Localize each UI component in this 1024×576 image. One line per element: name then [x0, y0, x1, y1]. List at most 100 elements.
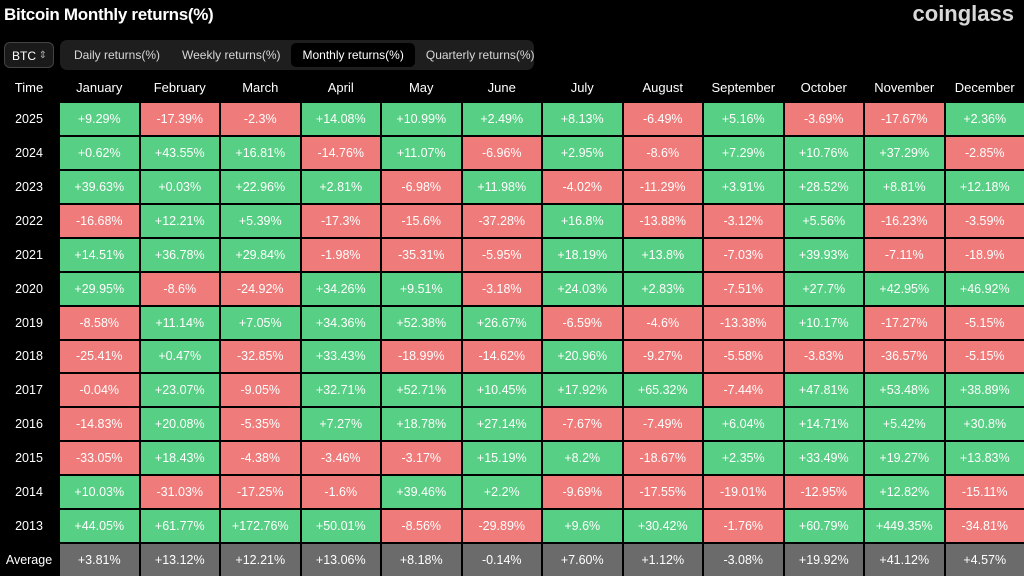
return-cell: +27.7%	[784, 272, 863, 305]
return-cell: +20.96%	[543, 340, 622, 373]
return-cell: -3.69%	[784, 103, 863, 135]
return-cell: -8.6%	[623, 136, 702, 169]
asset-selector[interactable]: BTC	[4, 42, 54, 69]
page-title: Bitcoin Monthly returns(%)	[4, 5, 214, 24]
return-cell: +52.38%	[382, 306, 461, 339]
return-cell: -25.41%	[60, 340, 139, 373]
return-cell: +9.6%	[543, 510, 622, 543]
return-cell: +5.16%	[704, 103, 783, 135]
return-cell: +50.01%	[301, 510, 380, 543]
return-cell: +2.95%	[543, 136, 622, 169]
return-cell: +33.49%	[784, 442, 863, 475]
return-cell: +0.47%	[140, 340, 219, 373]
return-cell: +37.29%	[865, 136, 944, 169]
return-cell: +15.19%	[462, 442, 541, 475]
return-cell: -15.11%	[945, 476, 1024, 509]
return-cell: +7.05%	[221, 306, 300, 339]
average-cell: -0.14%	[462, 544, 541, 576]
return-cell: +34.36%	[301, 306, 380, 339]
return-cell: -4.38%	[221, 442, 300, 475]
tab[interactable]: Quarterly returns(%)	[425, 48, 535, 62]
row-year: 2023	[15, 179, 43, 194]
return-cell: -5.15%	[945, 340, 1024, 373]
return-cell: +7.27%	[301, 408, 380, 441]
return-cell: +2.83%	[623, 272, 702, 305]
return-cell: +30.8%	[945, 408, 1024, 441]
return-cell: +5.42%	[865, 408, 944, 441]
column-header: April	[327, 79, 354, 95]
return-cell: +26.67%	[462, 306, 541, 339]
return-cell: +13.8%	[623, 238, 702, 271]
return-cell: +39.93%	[784, 238, 863, 271]
return-cell: -9.27%	[623, 340, 702, 373]
tab[interactable]: Daily returns(%)	[74, 48, 161, 62]
row-year: 2017	[15, 383, 43, 398]
column-header: November	[874, 79, 935, 95]
return-cell: -29.89%	[462, 510, 541, 543]
return-cell: +11.14%	[140, 306, 219, 339]
return-cell: +38.89%	[945, 374, 1024, 407]
return-cell: -15.6%	[382, 204, 461, 237]
return-cell: +47.81%	[784, 374, 863, 407]
return-cell: +39.46%	[382, 476, 461, 509]
tab-active[interactable]: Monthly returns(%)	[291, 43, 415, 67]
return-cell: -5.35%	[221, 408, 300, 441]
column-header: August	[642, 79, 683, 95]
return-cell: -18.9%	[945, 238, 1024, 271]
return-cell: +32.71%	[301, 374, 380, 407]
return-cell: -2.85%	[945, 136, 1024, 169]
return-cell: +449.35%	[865, 510, 944, 543]
return-cell: -18.99%	[382, 340, 461, 373]
return-cell: -5.15%	[945, 306, 1024, 339]
return-cell: -7.03%	[704, 238, 783, 271]
return-cell: -17.55%	[623, 476, 702, 509]
return-cell: -17.3%	[301, 204, 380, 237]
return-cell: -6.96%	[462, 136, 541, 169]
return-cell: -7.67%	[543, 408, 622, 441]
return-cell: +8.81%	[865, 170, 944, 203]
return-cell: +8.2%	[543, 442, 622, 475]
return-cell: +52.71%	[382, 374, 461, 407]
row-year: 2019	[15, 315, 43, 330]
return-cell: +17.92%	[543, 374, 622, 407]
average-label: Average	[5, 553, 53, 568]
return-cell: -34.81%	[945, 510, 1024, 543]
return-cell: -8.58%	[60, 306, 139, 339]
return-cell: +53.48%	[865, 374, 944, 407]
tab[interactable]: Weekly returns(%)	[182, 48, 281, 62]
return-cell: +16.81%	[221, 136, 300, 169]
return-cell: -3.59%	[945, 204, 1024, 237]
return-cell: -17.25%	[221, 476, 300, 509]
column-header: March	[242, 79, 279, 95]
average-cell: +7.60%	[543, 544, 622, 576]
column-header: February	[153, 79, 206, 95]
return-cell: -1.98%	[301, 238, 380, 271]
return-cell: +9.51%	[382, 272, 461, 305]
return-cell: -37.28%	[462, 204, 541, 237]
return-cell: +5.39%	[221, 204, 300, 237]
return-cell: +43.55%	[140, 136, 219, 169]
return-cell: +14.71%	[784, 408, 863, 441]
return-cell: -6.49%	[623, 103, 702, 135]
average-cell: +19.92%	[784, 544, 863, 576]
return-cell: +39.63%	[60, 170, 139, 203]
row-year: 2024	[15, 145, 43, 160]
return-cell: +60.79%	[784, 510, 863, 543]
return-cell: -1.6%	[301, 476, 380, 509]
row-year: 2020	[15, 281, 43, 296]
return-cell: +9.29%	[60, 103, 139, 135]
row-year: 2013	[15, 519, 43, 534]
column-header: October	[800, 79, 847, 95]
return-cell: +33.43%	[301, 340, 380, 373]
return-cell: -14.76%	[301, 136, 380, 169]
return-cell: -14.83%	[60, 408, 139, 441]
column-header: July	[570, 79, 594, 95]
return-cell: +172.76%	[221, 510, 300, 543]
return-cell: -17.39%	[140, 103, 219, 135]
return-cell: -18.67%	[623, 442, 702, 475]
return-cell: +34.26%	[301, 272, 380, 305]
return-cell: +65.32%	[623, 374, 702, 407]
row-year: 2022	[15, 213, 43, 228]
return-cell: +0.03%	[140, 170, 219, 203]
return-cell: +18.43%	[140, 442, 219, 475]
